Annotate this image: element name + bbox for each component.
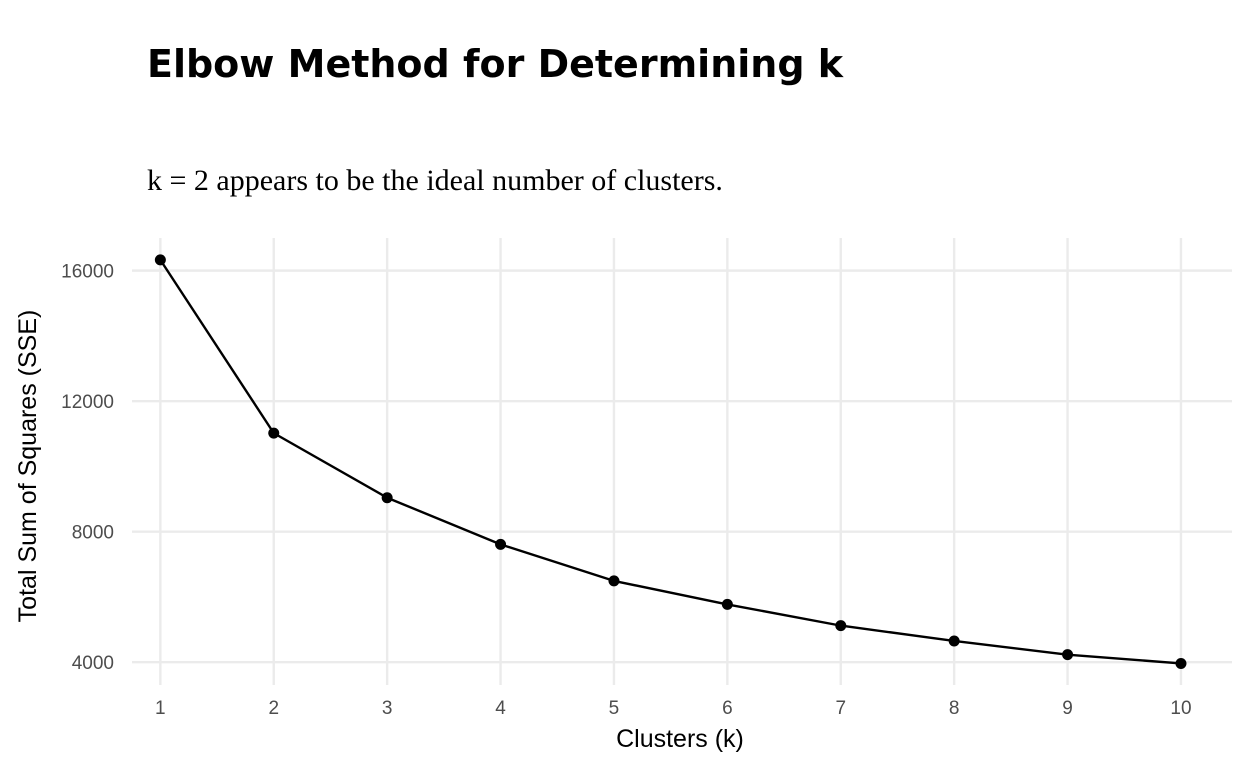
y-tick-label: 4000 <box>72 653 114 674</box>
x-tick-label: 8 <box>949 698 960 719</box>
chart-subtitle: k = 2 appears to be the ideal number of … <box>147 164 723 197</box>
x-tick-label: 2 <box>268 698 279 719</box>
data-point <box>154 254 166 266</box>
x-tick-label: 7 <box>835 698 846 719</box>
grid-lines <box>132 238 1232 685</box>
data-point <box>1062 649 1074 661</box>
data-point <box>608 575 620 587</box>
chart-title: Elbow Method for Determining k <box>147 42 844 86</box>
sse-series <box>154 254 1187 669</box>
x-tick-label: 4 <box>495 698 506 719</box>
y-tick-label: 8000 <box>72 523 114 544</box>
y-axis-label: Total Sum of Squares (SSE) <box>14 310 42 623</box>
data-point <box>1175 657 1187 669</box>
x-tick-label: 10 <box>1170 698 1191 719</box>
axis-ticks: 1 2 3 4 5 6 7 8 9 10 4000 8000 12000 16000 <box>61 262 1191 719</box>
data-point <box>721 598 733 610</box>
y-tick-label: 16000 <box>61 262 114 283</box>
data-point <box>268 427 280 439</box>
x-tick-label: 1 <box>155 698 166 719</box>
x-tick-label: 3 <box>382 698 393 719</box>
data-point <box>948 635 960 647</box>
sse-line <box>159 259 1182 665</box>
data-point <box>381 492 393 504</box>
x-tick-label: 6 <box>722 698 733 719</box>
x-tick-label: 9 <box>1062 698 1073 719</box>
y-tick-label: 12000 <box>61 392 114 413</box>
data-point <box>835 620 847 632</box>
data-point <box>495 538 507 550</box>
x-axis-label: Clusters (k) <box>616 725 744 753</box>
x-tick-label: 5 <box>609 698 620 719</box>
